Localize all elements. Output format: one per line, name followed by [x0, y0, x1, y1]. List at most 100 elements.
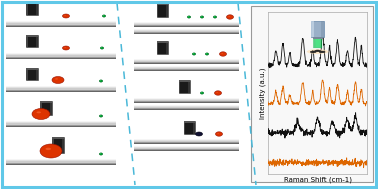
- Bar: [26, 68, 28, 80]
- Bar: [6, 160, 116, 161]
- Ellipse shape: [216, 92, 218, 93]
- Ellipse shape: [221, 53, 223, 54]
- Bar: [134, 142, 239, 143]
- Bar: [156, 41, 167, 54]
- Bar: [134, 107, 239, 108]
- Bar: [6, 121, 116, 122]
- Ellipse shape: [100, 80, 101, 81]
- Bar: [134, 26, 239, 27]
- Bar: [26, 68, 38, 70]
- Ellipse shape: [100, 115, 101, 116]
- Bar: [6, 87, 116, 88]
- Bar: [134, 62, 239, 63]
- Bar: [134, 70, 239, 71]
- Bar: [134, 31, 239, 32]
- Ellipse shape: [220, 52, 226, 56]
- Ellipse shape: [206, 53, 207, 54]
- Bar: [134, 143, 239, 144]
- Bar: [134, 99, 239, 100]
- Bar: [134, 24, 239, 25]
- Bar: [50, 101, 52, 115]
- Ellipse shape: [214, 16, 215, 17]
- Bar: [183, 121, 195, 123]
- Bar: [134, 147, 239, 148]
- Bar: [313, 37, 322, 39]
- Bar: [52, 137, 64, 139]
- Ellipse shape: [99, 153, 103, 155]
- Bar: [188, 80, 189, 93]
- Bar: [166, 3, 167, 17]
- Bar: [134, 148, 239, 149]
- Ellipse shape: [99, 80, 103, 82]
- Ellipse shape: [192, 53, 196, 55]
- Bar: [156, 3, 167, 5]
- Ellipse shape: [64, 15, 66, 16]
- Bar: [6, 164, 116, 165]
- Bar: [52, 137, 64, 153]
- Ellipse shape: [37, 111, 41, 113]
- Bar: [26, 1, 38, 3]
- Bar: [62, 137, 64, 153]
- Bar: [6, 25, 116, 26]
- Bar: [156, 41, 158, 54]
- Ellipse shape: [215, 132, 223, 136]
- Ellipse shape: [62, 14, 70, 18]
- Ellipse shape: [200, 92, 204, 94]
- Bar: [134, 25, 239, 26]
- Bar: [178, 80, 180, 93]
- Bar: [6, 91, 116, 92]
- Ellipse shape: [195, 132, 203, 136]
- Ellipse shape: [32, 108, 50, 119]
- Bar: [134, 149, 239, 150]
- Ellipse shape: [226, 15, 234, 19]
- Ellipse shape: [52, 77, 64, 84]
- Bar: [134, 29, 239, 30]
- Bar: [6, 126, 116, 127]
- Bar: [40, 101, 42, 115]
- Ellipse shape: [201, 92, 202, 93]
- Ellipse shape: [100, 47, 104, 49]
- Circle shape: [310, 51, 316, 53]
- Bar: [6, 53, 116, 54]
- Ellipse shape: [103, 15, 104, 16]
- Ellipse shape: [188, 16, 189, 17]
- Bar: [26, 35, 38, 47]
- Bar: [134, 22, 239, 23]
- Ellipse shape: [100, 153, 101, 154]
- Ellipse shape: [214, 91, 222, 95]
- Bar: [134, 105, 239, 106]
- Bar: [40, 101, 52, 115]
- Bar: [178, 80, 189, 82]
- Bar: [134, 66, 239, 67]
- Bar: [134, 146, 239, 147]
- Bar: [134, 23, 239, 24]
- Bar: [134, 150, 239, 151]
- Bar: [6, 88, 116, 90]
- Bar: [6, 90, 116, 91]
- Bar: [311, 21, 314, 37]
- Bar: [36, 35, 38, 47]
- Bar: [178, 80, 189, 93]
- Bar: [6, 22, 116, 23]
- Y-axis label: Intensity (a.u.): Intensity (a.u.): [259, 67, 266, 119]
- Bar: [26, 1, 28, 15]
- Bar: [26, 35, 38, 37]
- Ellipse shape: [307, 49, 328, 54]
- Ellipse shape: [40, 144, 62, 158]
- Bar: [52, 137, 54, 153]
- Bar: [183, 121, 185, 134]
- Ellipse shape: [193, 53, 194, 54]
- Bar: [36, 68, 38, 80]
- Bar: [193, 121, 195, 134]
- Ellipse shape: [102, 15, 105, 17]
- Bar: [26, 1, 38, 15]
- Bar: [134, 98, 239, 99]
- Ellipse shape: [205, 53, 209, 55]
- Ellipse shape: [187, 16, 191, 18]
- Bar: [134, 67, 239, 68]
- Ellipse shape: [55, 78, 58, 80]
- Bar: [6, 54, 116, 55]
- Bar: [134, 140, 239, 141]
- X-axis label: Raman Shift (cm-1): Raman Shift (cm-1): [284, 177, 352, 183]
- Bar: [134, 101, 239, 102]
